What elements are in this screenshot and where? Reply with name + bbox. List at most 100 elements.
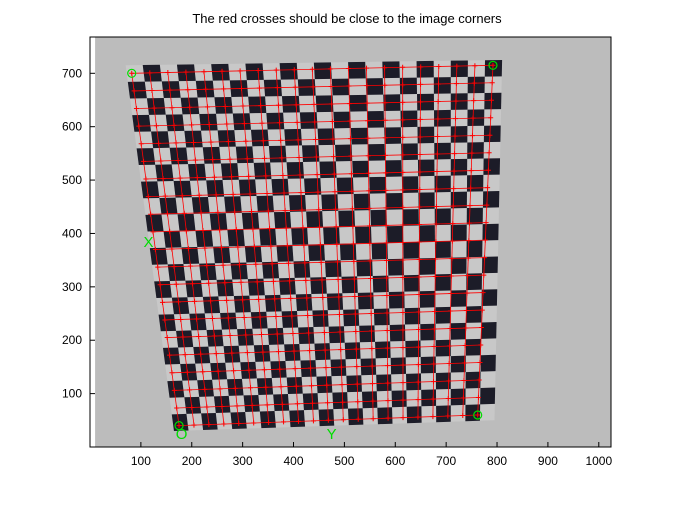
- checker-square: [321, 194, 339, 212]
- red-cross: [275, 349, 281, 355]
- checker-square: [288, 194, 307, 212]
- checker-square: [434, 142, 451, 160]
- red-cross: [320, 294, 326, 300]
- checker-square: [193, 346, 211, 364]
- red-cross: [352, 311, 358, 317]
- red-cross: [330, 136, 336, 142]
- red-cross: [435, 116, 441, 122]
- checker-square: [286, 377, 303, 395]
- red-cross: [471, 98, 477, 104]
- red-cross: [430, 396, 436, 402]
- red-cross: [259, 332, 264, 338]
- red-cross: [417, 204, 423, 210]
- checker-square: [387, 258, 404, 276]
- red-cross: [334, 241, 340, 247]
- red-cross: [206, 121, 212, 127]
- red-cross: [333, 206, 339, 212]
- checker-square: [165, 114, 185, 132]
- red-cross: [296, 418, 302, 424]
- red-cross: [299, 207, 305, 213]
- red-cross: [451, 168, 457, 174]
- red-cross: [308, 365, 314, 371]
- red-cross: [338, 347, 344, 353]
- checker-square: [419, 258, 436, 275]
- checker-square: [382, 61, 400, 79]
- red-cross: [181, 210, 187, 216]
- red-cross: [222, 103, 228, 109]
- red-cross: [462, 360, 468, 366]
- red-cross: [174, 405, 180, 411]
- red-cross: [236, 262, 242, 268]
- red-cross: [251, 420, 257, 426]
- corner-marker: [488, 60, 498, 70]
- checker-square: [467, 76, 485, 94]
- red-cross: [478, 342, 484, 348]
- red-cross: [366, 188, 372, 194]
- red-cross: [153, 123, 159, 129]
- red-cross: [314, 172, 320, 178]
- checker-square: [314, 343, 331, 361]
- checker-square: [289, 410, 306, 428]
- red-cross: [400, 99, 406, 105]
- red-cross: [465, 273, 471, 279]
- red-cross: [489, 80, 495, 86]
- red-cross: [165, 70, 171, 76]
- red-cross: [187, 263, 193, 269]
- red-cross: [467, 203, 473, 209]
- red-cross: [177, 175, 183, 181]
- red-cross: [304, 295, 310, 301]
- red-cross: [141, 158, 147, 164]
- checker-square: [286, 161, 305, 179]
- checker-square: [480, 387, 496, 405]
- red-cross: [302, 260, 308, 266]
- checker-square: [195, 230, 214, 248]
- red-cross: [400, 397, 406, 403]
- red-cross: [310, 84, 316, 90]
- red-cross: [306, 330, 312, 336]
- checker-square: [434, 109, 451, 127]
- red-cross: [293, 102, 299, 108]
- red-cross: [486, 150, 492, 156]
- red-cross: [488, 115, 494, 121]
- red-cross: [194, 316, 200, 322]
- checker-square: [436, 405, 451, 423]
- red-cross: [288, 295, 294, 301]
- checker-square: [350, 127, 369, 145]
- red-cross: [336, 294, 342, 300]
- red-cross: [462, 343, 468, 349]
- red-cross: [248, 385, 254, 391]
- red-cross: [171, 387, 177, 393]
- checker-square: [481, 289, 498, 307]
- red-cross: [400, 275, 406, 281]
- red-cross: [321, 312, 327, 318]
- red-cross: [433, 256, 439, 262]
- red-cross: [383, 187, 389, 193]
- red-cross: [368, 293, 374, 299]
- checker-square: [136, 148, 156, 166]
- red-cross: [260, 138, 266, 144]
- red-cross: [451, 186, 457, 192]
- red-cross: [435, 134, 441, 140]
- red-cross: [384, 310, 390, 316]
- red-cross: [198, 210, 204, 216]
- red-cross: [187, 104, 193, 110]
- red-cross: [329, 119, 335, 125]
- checker-square: [253, 344, 271, 362]
- red-cross: [454, 63, 460, 69]
- checker-square: [435, 339, 451, 357]
- red-cross: [211, 333, 217, 339]
- checker-square: [308, 244, 325, 262]
- checker-square: [250, 311, 268, 329]
- checker-square: [401, 143, 418, 161]
- red-cross: [350, 241, 356, 247]
- checker-square: [483, 125, 501, 143]
- corner-marker: [174, 421, 184, 431]
- red-cross: [364, 65, 370, 71]
- checker-square: [352, 160, 370, 178]
- checker-square: [330, 359, 347, 377]
- checker-square: [399, 77, 418, 95]
- red-cross: [129, 70, 135, 76]
- red-cross: [336, 312, 342, 318]
- red-cross: [187, 387, 193, 393]
- red-cross: [204, 263, 210, 269]
